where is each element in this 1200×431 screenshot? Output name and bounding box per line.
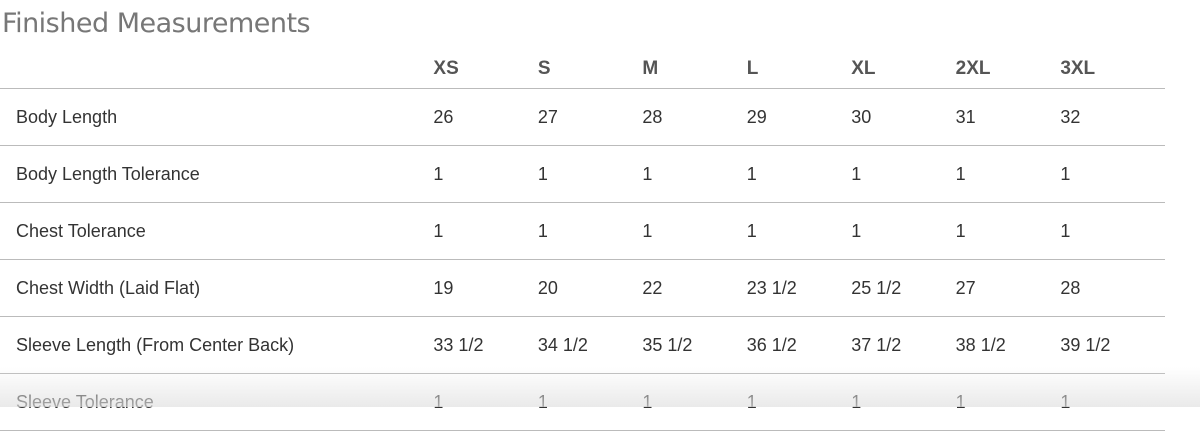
measurement-cell: 1 [1060, 145, 1165, 203]
measurements-table: XS S M L XL 2XL 3XL Body Length 26 27 28 29 30 31 32 B… [0, 50, 1165, 431]
row-label: Sleeve Tolerance [0, 373, 434, 431]
measurement-cell: 1 [537, 373, 643, 431]
measurement-cell: 1 [433, 373, 538, 431]
measurement-cell: 32 [1060, 88, 1165, 146]
measurement-cell: 36 1/2 [746, 316, 852, 374]
measurement-cell: 1 [955, 145, 1061, 203]
table-row: Sleeve Tolerance 1 1 1 1 1 1 1 [0, 373, 1165, 431]
measurement-cell: 34 1/2 [537, 316, 643, 374]
measurement-cell: 1 [537, 202, 643, 260]
page-title: Finished Measurements [2, 8, 311, 39]
measurement-cell: 28 [1060, 259, 1165, 317]
measurement-cell: 31 [955, 88, 1061, 146]
measurement-cell: 19 [433, 259, 538, 317]
measurement-cell: 1 [746, 373, 852, 431]
table-row: Chest Tolerance 1 1 1 1 1 1 1 [0, 202, 1165, 260]
measurement-cell: 30 [851, 88, 956, 146]
measurement-cell: 27 [537, 88, 643, 146]
measurement-cell: 29 [746, 88, 852, 146]
measurement-cell: 1 [433, 145, 538, 203]
measurement-cell: 37 1/2 [851, 316, 956, 374]
measurement-cell: 1 [433, 202, 538, 260]
table-row: Body Length 26 27 28 29 30 31 32 [0, 88, 1165, 146]
measurement-cell: 1 [851, 145, 956, 203]
measurement-cell: 1 [851, 202, 956, 260]
row-label: Sleeve Length (From Center Back) [0, 316, 434, 374]
size-header: 2XL [955, 50, 1061, 89]
table-row: Chest Width (Laid Flat) 19 20 22 23 1/2 25 1/… [0, 259, 1165, 317]
measurement-cell: 1 [1060, 202, 1165, 260]
measurement-cell: 25 1/2 [851, 259, 956, 317]
measurement-cell: 1 [955, 202, 1061, 260]
header-blank [0, 50, 434, 89]
measurement-cell: 33 1/2 [433, 316, 538, 374]
size-header: M [642, 50, 747, 89]
measurement-cell: 1 [642, 373, 747, 431]
table-row: Sleeve Length (From Center Back) 33 1/2 34… [0, 316, 1165, 374]
measurement-cell: 35 1/2 [642, 316, 747, 374]
measurement-cell: 27 [955, 259, 1061, 317]
measurement-cell: 1 [955, 373, 1061, 431]
size-header: XL [851, 50, 956, 89]
measurement-cell: 1 [537, 145, 643, 203]
measurement-cell: 38 1/2 [955, 316, 1061, 374]
size-header: S [537, 50, 643, 89]
size-header: XS [433, 50, 538, 89]
row-label: Chest Tolerance [0, 202, 434, 260]
size-header: L [746, 50, 852, 89]
measurement-cell: 26 [433, 88, 538, 146]
measurement-cell: 23 1/2 [746, 259, 852, 317]
measurement-cell: 1 [1060, 373, 1165, 431]
measurement-cell: 1 [642, 145, 747, 203]
measurement-cell: 28 [642, 88, 747, 146]
measurement-cell: 22 [642, 259, 747, 317]
row-label: Body Length Tolerance [0, 145, 434, 203]
measurement-cell: 20 [537, 259, 643, 317]
table-row: Body Length Tolerance 1 1 1 1 1 1 1 [0, 145, 1165, 203]
size-header: 3XL [1060, 50, 1165, 89]
measurement-cell: 1 [642, 202, 747, 260]
measurement-cell: 1 [746, 145, 852, 203]
row-label: Body Length [0, 88, 434, 146]
measurement-cell: 39 1/2 [1060, 316, 1165, 374]
header-row: XS S M L XL 2XL 3XL [0, 50, 1165, 89]
measurement-cell: 1 [746, 202, 852, 260]
measurement-cell: 1 [851, 373, 956, 431]
row-label: Chest Width (Laid Flat) [0, 259, 434, 317]
